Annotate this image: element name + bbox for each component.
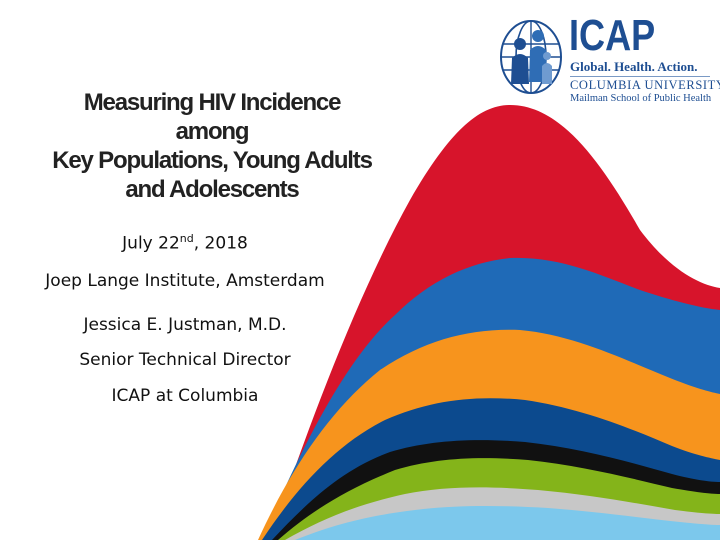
title-line-1: Measuring HIV Incidence <box>83 89 342 116</box>
logo-tagline: Global. Health. Action. <box>570 59 698 74</box>
date-suffix: nd <box>179 232 194 245</box>
title-line-3: Key Populations, Young Adults <box>52 147 373 174</box>
globe-people-icon <box>500 20 562 94</box>
date-rest: , 2018 <box>193 233 248 254</box>
title-line-4: and Adolescents <box>125 176 299 203</box>
icap-logo: ICAP Global. Health. Action. COLUMBIA UN… <box>494 10 720 106</box>
presenter-affiliation: ICAP at Columbia <box>111 386 259 406</box>
presenter-role: Senior Technical Director <box>79 350 291 370</box>
presentation-date: July 22nd, 2018 <box>0 232 370 254</box>
slide-title: Measuring HIV Incidence among Key Popula… <box>12 88 412 204</box>
presenter-name: Jessica E. Justman, M.D. <box>83 315 287 335</box>
wave-lightblue <box>295 505 720 540</box>
date-prefix: July 22 <box>122 233 180 254</box>
title-line-2: among <box>175 118 250 145</box>
logo-divider <box>570 76 710 77</box>
logo-name: ICAP <box>569 11 656 60</box>
logo-university: COLUMBIA UNIVERSITY <box>570 78 720 92</box>
venue: Joep Lange Institute, Amsterdam <box>45 271 325 291</box>
logo-school: Mailman School of Public Health <box>570 93 712 104</box>
